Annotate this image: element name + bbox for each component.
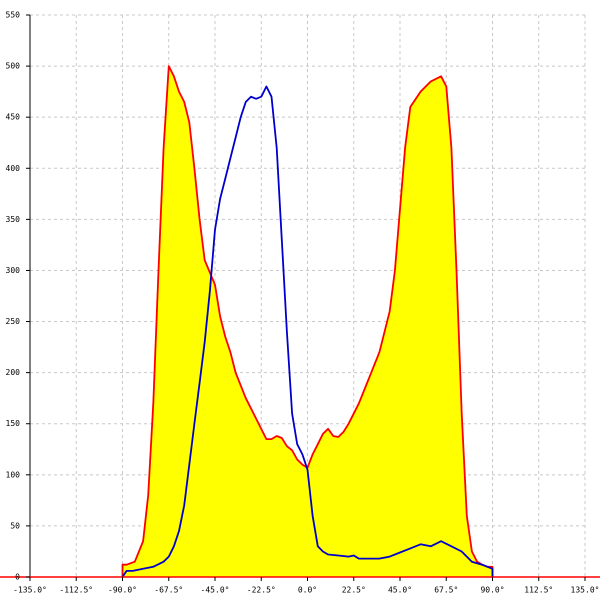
y-tick-label: 150 (6, 419, 21, 428)
x-tick-label: 135.0° (571, 586, 600, 595)
y-tick-label: 200 (6, 368, 21, 377)
x-tick-label: -135.0° (13, 586, 47, 595)
y-tick-label: 400 (6, 164, 21, 173)
y-tick-label: 0 (15, 573, 20, 582)
plot (121, 65, 494, 578)
labels: 0 50 100 150 200 250 300 350 400 450 500 550 -135.0°… (6, 11, 600, 595)
area (122, 66, 493, 577)
line (121, 65, 494, 577)
x-tick-label: -45.0° (201, 586, 230, 595)
x-tick-label: -112.5° (59, 586, 93, 595)
y-tick-label: 350 (6, 215, 21, 224)
x-tick-label: 112.5° (524, 586, 553, 595)
x-tick-label: 22.5° (342, 586, 366, 595)
y-tick-label: 450 (6, 113, 21, 122)
y-tick-label: 50 (10, 521, 20, 530)
y-tick-label: 300 (6, 266, 21, 275)
y-tick-label: 250 (6, 317, 21, 326)
line (121, 85, 494, 578)
x-tick-label: -22.5° (247, 586, 276, 595)
y-tick-label: 550 (6, 11, 21, 20)
x-tick-label: 0.0° (298, 586, 317, 595)
x-tick-label: 90.0° (480, 586, 504, 595)
x-tick-label: 67.5° (434, 586, 458, 595)
x-tick-label: -67.5° (154, 586, 183, 595)
y-tick-label: 500 (6, 62, 21, 71)
x-tick-label: 45.0° (388, 586, 412, 595)
y-tick-label: 100 (6, 470, 21, 479)
x-tick-label: -90.0° (108, 586, 137, 595)
